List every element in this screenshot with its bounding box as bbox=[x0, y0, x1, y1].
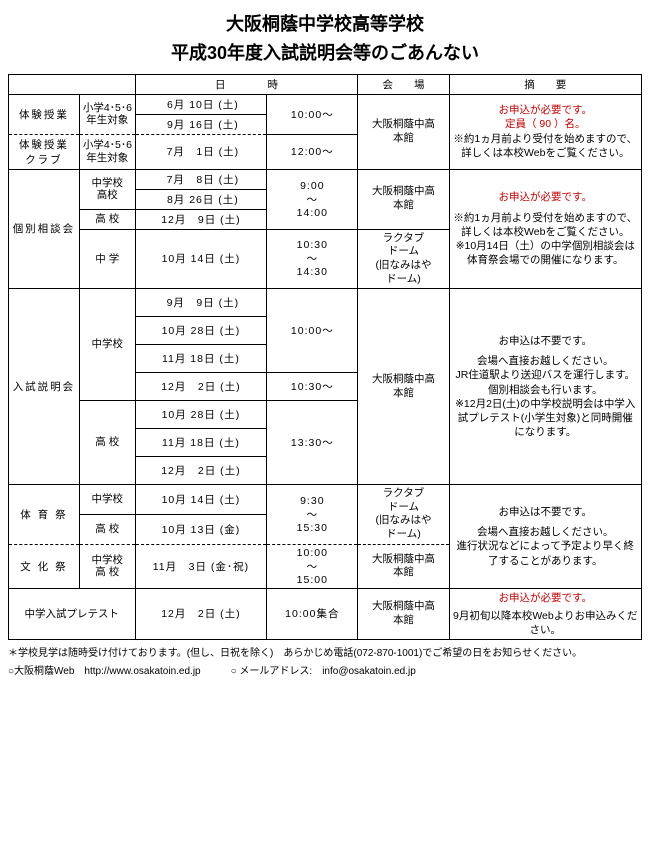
row1-date2: 9月 16日 (土) bbox=[135, 114, 267, 134]
row1-time: 10:00～ bbox=[267, 94, 358, 134]
row1-sub: 小学4･5･6 年生対象 bbox=[79, 94, 135, 134]
row4-venue: 大阪桐蔭中高 本館 bbox=[358, 289, 449, 485]
row4-d4: 12月 2日 (土) bbox=[135, 373, 267, 401]
row1-venue: 大阪桐蔭中高 本館 bbox=[358, 94, 449, 169]
row1-note-black: ※約1ヵ月前より受付を始めますので、詳しくは本校Webをご覧ください。 bbox=[453, 132, 638, 160]
row7-date: 12月 2日 (土) bbox=[135, 588, 267, 640]
row1-date1: 6月 10日 (土) bbox=[135, 94, 267, 114]
row3-d4: 10月 14日 (土) bbox=[135, 229, 267, 289]
header-notes: 摘 要 bbox=[449, 74, 641, 94]
header-venue: 会 場 bbox=[358, 74, 449, 94]
row5-sub1: 中学校 bbox=[79, 485, 135, 515]
row4-d6: 11月 18日 (土) bbox=[135, 429, 267, 457]
row4-note-plain: お申込は不要です。 bbox=[453, 334, 638, 348]
row3-note-black: ※約1ヵ月前より受付を始めますので、詳しくは本校Webをご覧ください。 ※10月… bbox=[453, 211, 638, 268]
row5-venue: ラクタブ ドーム (旧なみはや ドーム) bbox=[358, 485, 449, 545]
row5-notes: お申込は不要です。 会場へ直接お越しください。 進行状況などによって予定より早く… bbox=[449, 485, 641, 589]
row6-venue: 大阪桐蔭中高 本館 bbox=[358, 544, 449, 588]
header-blank bbox=[9, 74, 136, 94]
row1-note-red: お申込が必要です。 定員（ 90 ）名。 bbox=[453, 103, 638, 131]
row3-t1: 9:00 ～ 14:00 bbox=[267, 169, 358, 229]
row1-title: 体験授業 bbox=[9, 94, 80, 134]
row3-d2: 8月 26日 (土) bbox=[135, 189, 267, 209]
row4-t3: 13:30～ bbox=[267, 401, 358, 485]
row3-d1: 7月 8日 (土) bbox=[135, 169, 267, 189]
row7-note-black: 9月初旬以降本校Webよりお申込みください。 bbox=[453, 609, 638, 637]
row3-v1: 大阪桐蔭中高 本館 bbox=[358, 169, 449, 229]
footer: ＊学校見学は随時受け付けております。(但し、日祝を除く) あらかじめ電話(072… bbox=[8, 646, 642, 680]
row7-notes: お申込が必要です。 9月初旬以降本校Webよりお申込みください。 bbox=[449, 588, 641, 640]
row5-time: 9:30 ～ 15:30 bbox=[267, 485, 358, 545]
footer-mail: ○ メールアドレス: info@osakatoin.ed.jp bbox=[231, 664, 416, 680]
row6-title: 文 化 祭 bbox=[9, 544, 80, 588]
row5-note-plain: お申込は不要です。 bbox=[453, 505, 638, 519]
row6-date: 11月 3日 (金･祝) bbox=[135, 544, 267, 588]
row2-title: 体験授業 クラブ bbox=[9, 134, 80, 169]
title-block: 大阪桐蔭中学校高等学校 平成30年度入試説明会等のごあんない bbox=[8, 10, 642, 68]
row3-sub2: 高 校 bbox=[79, 209, 135, 229]
row4-d3: 11月 18日 (土) bbox=[135, 345, 267, 373]
row5-sub2: 高 校 bbox=[79, 514, 135, 544]
row4-sub1: 中学校 bbox=[79, 289, 135, 401]
row4-d7: 12月 2日 (土) bbox=[135, 457, 267, 485]
footer-note: ＊学校見学は随時受け付けております。(但し、日祝を除く) あらかじめ電話(072… bbox=[8, 646, 642, 662]
row5-d2: 10月 13日 (金) bbox=[135, 514, 267, 544]
row1-notes: お申込が必要です。 定員（ 90 ）名。 ※約1ヵ月前より受付を始めますので、詳… bbox=[449, 94, 641, 169]
row4-title: 入試説明会 bbox=[9, 289, 80, 485]
row3-v2: ラクタブ ドーム (旧なみはや ドーム) bbox=[358, 229, 449, 289]
row4-t2: 10:30～ bbox=[267, 373, 358, 401]
row4-notes: お申込は不要です。 会場へ直接お越しください。 JR住道駅より送迎バスを運行しま… bbox=[449, 289, 641, 485]
row6-time: 10:00 ～ 15:00 bbox=[267, 544, 358, 588]
row3-t2: 10:30 ～ 14:30 bbox=[267, 229, 358, 289]
row5-note-black: 会場へ直接お越しください。 進行状況などによって予定より早く終了することがありま… bbox=[453, 525, 638, 568]
row7-venue: 大阪桐蔭中高 本館 bbox=[358, 588, 449, 640]
row4-d5: 10月 28日 (土) bbox=[135, 401, 267, 429]
row2-date: 7月 1日 (土) bbox=[135, 134, 267, 169]
row7-time: 10:00集合 bbox=[267, 588, 358, 640]
row7-note-red: お申込が必要です。 bbox=[453, 591, 638, 605]
row3-notes: お申込が必要です。 ※約1ヵ月前より受付を始めますので、詳しくは本校Webをご覧… bbox=[449, 169, 641, 289]
row2-time: 12:00～ bbox=[267, 134, 358, 169]
row3-sub1: 中学校 高校 bbox=[79, 169, 135, 209]
row7-title: 中学入試プレテスト bbox=[9, 588, 136, 640]
footer-web: ○大阪桐蔭Web http://www.osakatoin.ed.jp bbox=[8, 664, 201, 680]
row3-title: 個別相談会 bbox=[9, 169, 80, 289]
schedule-table: 日 時 会 場 摘 要 体験授業 小学4･5･6 年生対象 6月 10日 (土)… bbox=[8, 74, 642, 641]
row5-title: 体 育 祭 bbox=[9, 485, 80, 545]
row6-sub: 中学校 高 校 bbox=[79, 544, 135, 588]
row5-d1: 10月 14日 (土) bbox=[135, 485, 267, 515]
row4-note-black: 会場へ直接お越しください。 JR住道駅より送迎バスを運行します。個別相談会も行い… bbox=[453, 354, 638, 439]
row4-sub2: 高 校 bbox=[79, 401, 135, 485]
row3-sub3: 中 学 bbox=[79, 229, 135, 289]
title-line-1: 大阪桐蔭中学校高等学校 bbox=[8, 10, 642, 39]
title-line-2: 平成30年度入試説明会等のごあんない bbox=[8, 39, 642, 68]
row4-t1: 10:00～ bbox=[267, 289, 358, 373]
row3-d3: 12月 9日 (土) bbox=[135, 209, 267, 229]
row2-sub: 小学4･5･6 年生対象 bbox=[79, 134, 135, 169]
header-datetime: 日 時 bbox=[135, 74, 358, 94]
row4-d2: 10月 28日 (土) bbox=[135, 317, 267, 345]
row3-note-red: お申込が必要です。 bbox=[453, 190, 638, 204]
row4-d1: 9月 9日 (土) bbox=[135, 289, 267, 317]
